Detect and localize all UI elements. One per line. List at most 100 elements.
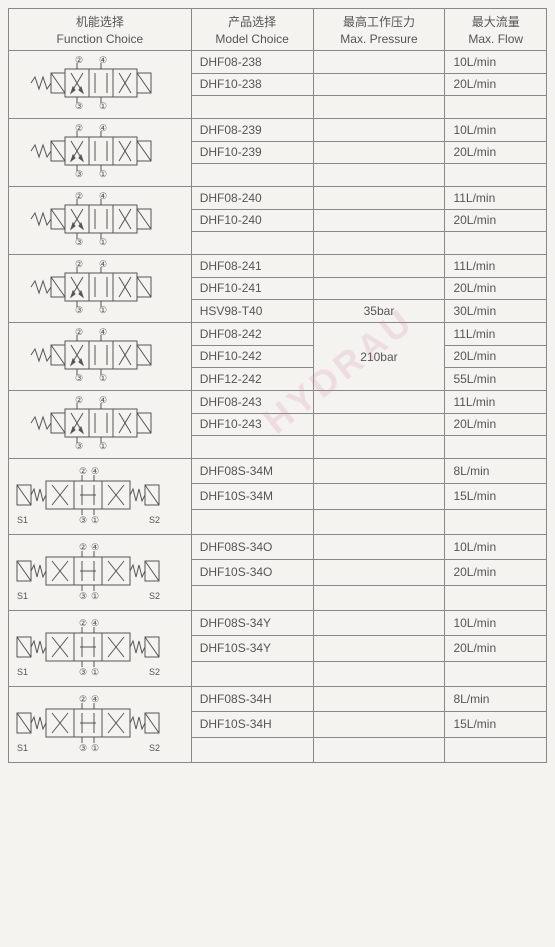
model-cell: DHF10-238 bbox=[191, 73, 313, 96]
flow-cell: 8L/min bbox=[445, 459, 547, 484]
model-cell: DHF08-241 bbox=[191, 255, 313, 278]
pressure-cell bbox=[313, 187, 445, 210]
pressure-cell bbox=[313, 164, 445, 187]
model-cell: DHF08-239 bbox=[191, 119, 313, 142]
pressure-cell bbox=[313, 712, 445, 737]
model-cell: DHF10-243 bbox=[191, 413, 313, 436]
pressure-cell bbox=[313, 96, 445, 119]
model-cell: DHF08-238 bbox=[191, 51, 313, 74]
table-row: DHF08-24011L/min bbox=[9, 187, 547, 210]
pressure-cell bbox=[313, 585, 445, 610]
flow-cell: 20L/min bbox=[445, 73, 547, 96]
pressure-cell bbox=[313, 391, 445, 414]
table-row: DHF08S-34H 8L/min bbox=[9, 687, 547, 712]
flow-cell: 8L/min bbox=[445, 687, 547, 712]
model-cell bbox=[191, 232, 313, 255]
function-schematic-cell bbox=[9, 687, 192, 763]
pressure-cell bbox=[313, 232, 445, 255]
flow-cell bbox=[445, 436, 547, 459]
model-cell bbox=[191, 436, 313, 459]
function-schematic-cell bbox=[9, 459, 192, 535]
valve-34O-icon bbox=[15, 539, 185, 603]
model-cell: DHF10-241 bbox=[191, 277, 313, 300]
pressure-cell bbox=[313, 535, 445, 560]
flow-cell bbox=[445, 585, 547, 610]
table-row: DHF08S-34Y 10L/min bbox=[9, 611, 547, 636]
flow-cell: 20L/min bbox=[445, 345, 547, 368]
function-schematic-cell bbox=[9, 391, 192, 459]
header-pressure-cn: 最高工作压力 bbox=[318, 13, 441, 30]
pressure-cell bbox=[313, 209, 445, 232]
flow-cell: 20L/min bbox=[445, 560, 547, 585]
model-cell: DHF10-239 bbox=[191, 141, 313, 164]
pressure-cell bbox=[313, 141, 445, 164]
pressure-cell bbox=[313, 255, 445, 278]
model-cell: DHF08-243 bbox=[191, 391, 313, 414]
pressure-cell bbox=[313, 436, 445, 459]
flow-cell: 11L/min bbox=[445, 255, 547, 278]
pressure-cell bbox=[313, 687, 445, 712]
model-cell bbox=[191, 164, 313, 187]
model-cell: DHF12-242 bbox=[191, 368, 313, 391]
function-schematic-cell bbox=[9, 535, 192, 611]
valve-239-icon bbox=[25, 123, 175, 179]
pressure-cell bbox=[313, 73, 445, 96]
model-cell bbox=[191, 96, 313, 119]
table-row: DHF08-238 10L/min bbox=[9, 51, 547, 74]
model-cell: DHF10S-34M bbox=[191, 484, 313, 509]
model-cell bbox=[191, 737, 313, 762]
function-schematic-cell bbox=[9, 611, 192, 687]
flow-cell bbox=[445, 164, 547, 187]
valve-34H-icon bbox=[15, 691, 185, 755]
table-row: DHF08-241 11L/min bbox=[9, 255, 547, 278]
header-flow-en: Max. Flow bbox=[449, 32, 542, 46]
flow-cell bbox=[445, 232, 547, 255]
table-row: DHF08S-34O10L/min bbox=[9, 535, 547, 560]
model-cell bbox=[191, 509, 313, 534]
header-pressure-en: Max. Pressure bbox=[318, 32, 441, 46]
function-schematic-cell bbox=[9, 255, 192, 323]
flow-cell: 10L/min bbox=[445, 51, 547, 74]
flow-cell: 20L/min bbox=[445, 636, 547, 661]
pressure-cell: 35bar bbox=[313, 300, 445, 323]
flow-cell: 55L/min bbox=[445, 368, 547, 391]
flow-cell: 11L/min bbox=[445, 323, 547, 346]
header-model-en: Model Choice bbox=[196, 32, 309, 46]
function-schematic-cell bbox=[9, 323, 192, 391]
pressure-cell bbox=[313, 484, 445, 509]
flow-cell: 10L/min bbox=[445, 611, 547, 636]
pressure-cell bbox=[313, 277, 445, 300]
valve-241-icon bbox=[25, 259, 175, 315]
header-flow: 最大流量 Max. Flow bbox=[445, 9, 547, 51]
header-model: 产品选择 Model Choice bbox=[191, 9, 313, 51]
model-cell bbox=[191, 661, 313, 686]
valve-table: 机能选择 Function Choice 产品选择 Model Choice 最… bbox=[8, 8, 547, 763]
model-cell: DHF10S-34Y bbox=[191, 636, 313, 661]
header-flow-cn: 最大流量 bbox=[449, 13, 542, 30]
flow-cell: 20L/min bbox=[445, 277, 547, 300]
table-row: DHF08-242210bar11L/min bbox=[9, 323, 547, 346]
table-row: DHF08S-34M8L/min bbox=[9, 459, 547, 484]
flow-cell bbox=[445, 509, 547, 534]
function-schematic-cell bbox=[9, 119, 192, 187]
flow-cell: 11L/min bbox=[445, 391, 547, 414]
model-cell: HSV98-T40 bbox=[191, 300, 313, 323]
model-cell: DHF08-242 bbox=[191, 323, 313, 346]
flow-cell: 11L/min bbox=[445, 187, 547, 210]
flow-cell: 15L/min bbox=[445, 712, 547, 737]
model-cell: DHF08S-34O bbox=[191, 535, 313, 560]
pressure-cell bbox=[313, 459, 445, 484]
header-pressure: 最高工作压力 Max. Pressure bbox=[313, 9, 445, 51]
valve-34Y-icon bbox=[15, 615, 185, 679]
flow-cell: 20L/min bbox=[445, 413, 547, 436]
valve-243-icon bbox=[25, 395, 175, 451]
model-cell: DHF08S-34Y bbox=[191, 611, 313, 636]
pressure-cell bbox=[313, 509, 445, 534]
pressure-cell bbox=[313, 636, 445, 661]
flow-cell: 30L/min bbox=[445, 300, 547, 323]
header-model-cn: 产品选择 bbox=[196, 13, 309, 30]
table-row: DHF08-23910L/min bbox=[9, 119, 547, 142]
pressure-cell bbox=[313, 661, 445, 686]
table-row: DHF08-243 11L/min bbox=[9, 391, 547, 414]
model-cell: DHF08S-34H bbox=[191, 687, 313, 712]
